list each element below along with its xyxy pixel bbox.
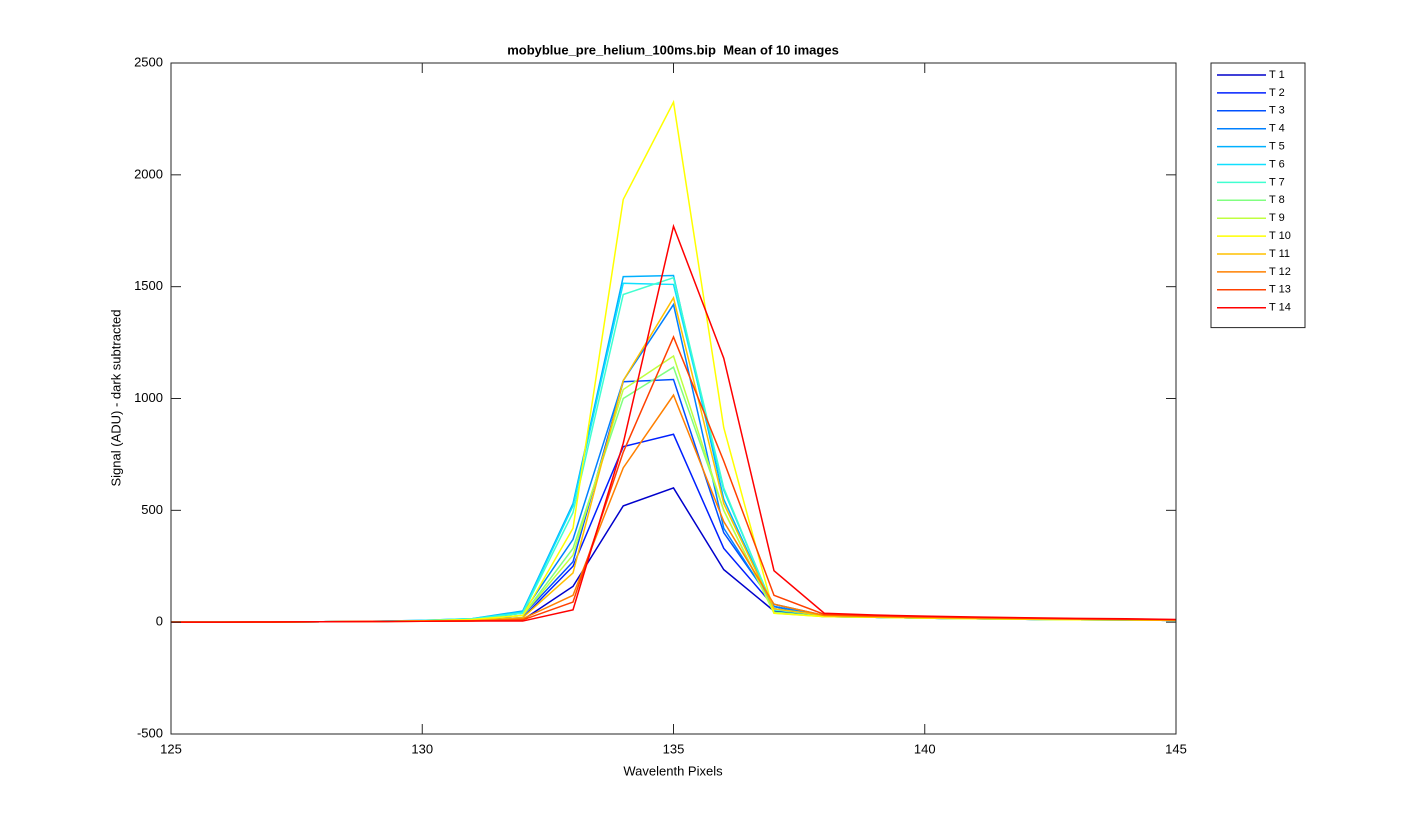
y-tick-label: 2500	[134, 54, 163, 69]
y-axis-label: Signal (ADU) - dark subtracted	[108, 309, 123, 486]
legend-label: T 12	[1269, 266, 1291, 278]
x-tick-label: 145	[1165, 741, 1187, 756]
y-tick-label: 1000	[134, 390, 163, 405]
legend-box	[1210, 62, 1306, 329]
series-line	[171, 223, 1177, 623]
legend-label: T 10	[1269, 230, 1291, 242]
legend-label: T 9	[1269, 212, 1285, 224]
x-tick-label: 130	[411, 741, 433, 756]
legend-label: T 7	[1269, 176, 1285, 188]
x-tick-label: 125	[160, 741, 182, 756]
legend-label: T 2	[1269, 87, 1285, 99]
y-tick-label: 2000	[134, 166, 163, 181]
y-tick-label: 1500	[134, 278, 163, 293]
legend-label: T 14	[1269, 302, 1291, 314]
y-tick-label: -500	[137, 725, 163, 740]
legend-label: T 5	[1269, 141, 1285, 153]
legend-label: T 6	[1269, 158, 1285, 170]
legend-label: T 4	[1269, 123, 1285, 135]
legend-label: T 3	[1269, 105, 1285, 117]
y-tick-label: 500	[141, 502, 163, 517]
legend-label: T 11	[1269, 248, 1290, 260]
y-tick-label: 0	[156, 614, 163, 629]
x-tick-label: 135	[663, 741, 685, 756]
legend-label: T 13	[1269, 284, 1291, 296]
x-axis-label: Wavelenth Pixels	[623, 763, 723, 778]
legend-label: T 8	[1269, 194, 1285, 206]
chart-title: mobyblue_pre_helium_100ms.bip Mean of 10…	[507, 42, 839, 57]
x-tick-label: 140	[914, 741, 936, 756]
legend-label: T 1	[1269, 69, 1285, 81]
